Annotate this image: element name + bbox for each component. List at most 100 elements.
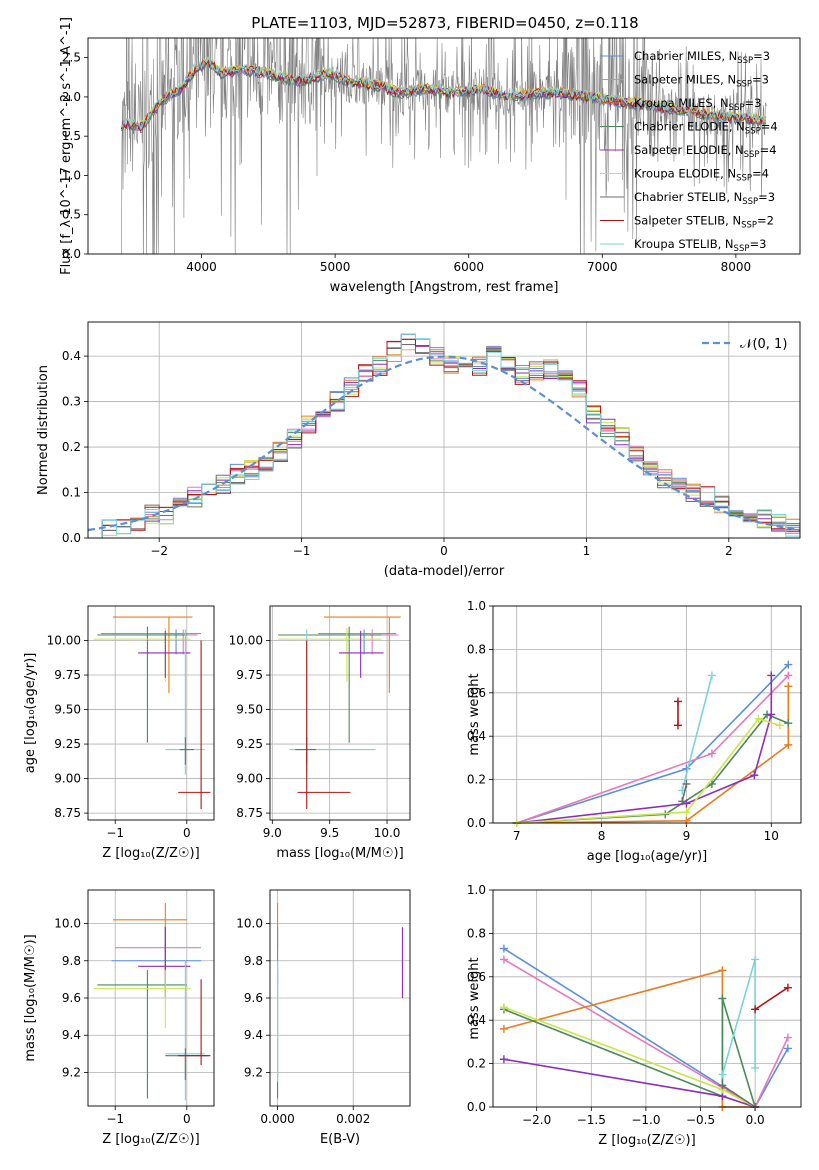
y-tick-label: 9.4 — [244, 1028, 263, 1042]
y-tick-label: 0.8 — [467, 642, 486, 656]
mass-weight-marker — [751, 1063, 760, 1072]
x-tick-label: −1.5 — [577, 1113, 606, 1127]
y-tick-label: 9.4 — [62, 1028, 81, 1042]
mass-weight-plot — [512, 660, 793, 827]
x-tick-label: 4000 — [186, 260, 217, 274]
x-axis-label: Z [log₁₀(Z/Z☉)] — [598, 1133, 695, 1148]
y-tick-label: 9.00 — [236, 772, 263, 786]
x-tick-label: 0 — [183, 826, 191, 840]
y-tick-label: 8.75 — [236, 806, 263, 820]
x-axis-label: age [log₁₀(age/yr)] — [587, 849, 708, 864]
mass-weight-marker — [499, 955, 508, 964]
axes-1: −2 −1 0 1 2 0.0 0.1 0.2 0.3 0.4 (data-model)/error… — [36, 321, 801, 579]
histogram-series-7 — [88, 338, 800, 538]
mass-weight-marker — [707, 749, 716, 758]
normal-curve — [88, 355, 800, 532]
legend-entry: Chabrier ELODIE, NSSP=4 — [634, 120, 778, 137]
histogram-series-8 — [88, 333, 800, 538]
y-tick-label: 9.75 — [236, 668, 263, 682]
y-tick-label: 10.0 — [54, 917, 81, 931]
figure-title: PLATE=1103, MJD=52873, FIBERID=0450, z=0… — [251, 14, 638, 32]
x-tick-label: 9.5 — [320, 826, 339, 840]
x-axis-label: Z [log₁₀(Z/Z☉)] — [102, 1132, 199, 1147]
mass-weight-marker — [718, 1081, 727, 1090]
legend-entry: Chabrier MILES, NSSP=3 — [634, 49, 770, 66]
y-tick-label: 0.0 — [467, 816, 486, 830]
x-tick-label: −2 — [150, 544, 168, 558]
legend-entry: Salpeter MILES, NSSP=3 — [634, 73, 769, 90]
y-tick-label: 0.0 — [62, 247, 81, 261]
errorbar-plot — [93, 616, 211, 809]
axes-frame — [87, 37, 801, 255]
y-tick-label: 9.50 — [236, 703, 263, 717]
mass-weight-series-1 — [516, 674, 789, 824]
y-tick-label: 0.2 — [467, 773, 486, 787]
x-axis-label: wavelength [Angstrom, rest frame] — [330, 280, 559, 295]
axes-5: −1 0 9.2 9.4 9.6 9.8 10.0 Z [log₁₀(Z/Z☉)] mass [… — [23, 889, 215, 1147]
x-tick-label: 8 — [598, 829, 606, 843]
observed-spectrum — [121, 38, 767, 254]
axes-3: 9.0 9.5 10.0 8.75 9.00 9.25 9.50 9.75 10.00 mass … — [229, 605, 411, 861]
y-axis-label: age [log₁₀(age/yr)] — [23, 653, 38, 774]
y-tick-label: 9.6 — [62, 991, 81, 1005]
x-tick-label: 9.0 — [263, 826, 282, 840]
y-tick-label: 0.5 — [62, 208, 81, 222]
mass-weight-marker — [767, 671, 776, 680]
x-axis-label: Z [log₁₀(Z/Z☉)] — [102, 846, 199, 861]
y-tick-label: 2.0 — [62, 90, 81, 104]
y-tick-label: 1.0 — [467, 883, 486, 897]
axes-6: 0.000 0.002 9.2 9.4 9.6 9.8 10.0 E(B-V) — [236, 889, 411, 1147]
y-tick-label: 10.00 — [229, 634, 263, 648]
y-tick-label: 10.0 — [236, 917, 263, 931]
mass-weight-marker — [783, 1033, 792, 1042]
mass-weight-marker — [673, 697, 682, 706]
legend-entry: 𝒩(0, 1) — [740, 337, 787, 352]
y-axis-label: mass weight — [467, 673, 482, 755]
mass-weight-series-0 — [516, 664, 789, 824]
y-tick-label: 1.0 — [467, 599, 486, 613]
y-axis-label: Flux [f_λ 10^-17 erg cm^-2 s^-1 A^-1] — [59, 17, 74, 275]
y-tick-label: 9.8 — [244, 954, 263, 968]
y-axis-label: mass weight — [467, 957, 482, 1039]
axes-frame — [87, 605, 215, 821]
mass-weight-marker — [499, 1055, 508, 1064]
mass-weight-series-3 — [503, 998, 756, 1108]
y-tick-label: 0.6 — [467, 970, 486, 984]
y-tick-label: 0.2 — [467, 1057, 486, 1071]
x-tick-label: 5000 — [320, 260, 351, 274]
x-tick-label: 0 — [183, 1112, 191, 1126]
legend-entry: Kroupa ELODIE, NSSP=4 — [634, 167, 769, 184]
mass-weight-marker — [775, 721, 784, 730]
y-tick-label: 2.5 — [62, 51, 81, 65]
histogram-plot — [88, 333, 800, 538]
mass-weight-marker — [784, 671, 793, 680]
mass-weight-marker — [784, 740, 793, 749]
x-tick-label: −1.0 — [631, 1113, 660, 1127]
x-axis-label: (data-model)/error — [384, 564, 505, 579]
x-tick-label: 6000 — [453, 260, 484, 274]
x-tick-label: 9 — [683, 829, 691, 843]
mass-weight-marker — [750, 771, 759, 780]
mass-weight-marker — [499, 944, 508, 953]
legend-entry: Kroupa STELIB, NSSP=3 — [634, 237, 766, 254]
x-tick-label: 10 — [764, 829, 779, 843]
mass-weight-marker — [673, 721, 682, 730]
axes-frame — [269, 889, 411, 1107]
x-tick-label: −0.5 — [686, 1113, 715, 1127]
mass-weight-marker — [783, 983, 792, 992]
mass-weight-marker — [707, 671, 716, 680]
model-spectrum-7 — [120, 59, 767, 132]
axes-frame — [87, 889, 215, 1107]
legend-entry: Salpeter ELODIE, NSSP=4 — [634, 143, 777, 160]
y-tick-label: 9.2 — [62, 1065, 81, 1079]
y-tick-label: 0.4 — [467, 729, 486, 743]
y-tick-label: 9.8 — [62, 954, 81, 968]
x-tick-label: 10.0 — [374, 826, 401, 840]
y-tick-label: 9.25 — [236, 737, 263, 751]
x-axis-label: E(B-V) — [320, 1132, 360, 1147]
legend-entry: Chabrier STELIB, NSSP=3 — [634, 190, 775, 207]
mass-weight-marker — [682, 779, 691, 788]
x-tick-label: 0.0 — [746, 1113, 765, 1127]
mass-weight-marker — [682, 816, 691, 825]
